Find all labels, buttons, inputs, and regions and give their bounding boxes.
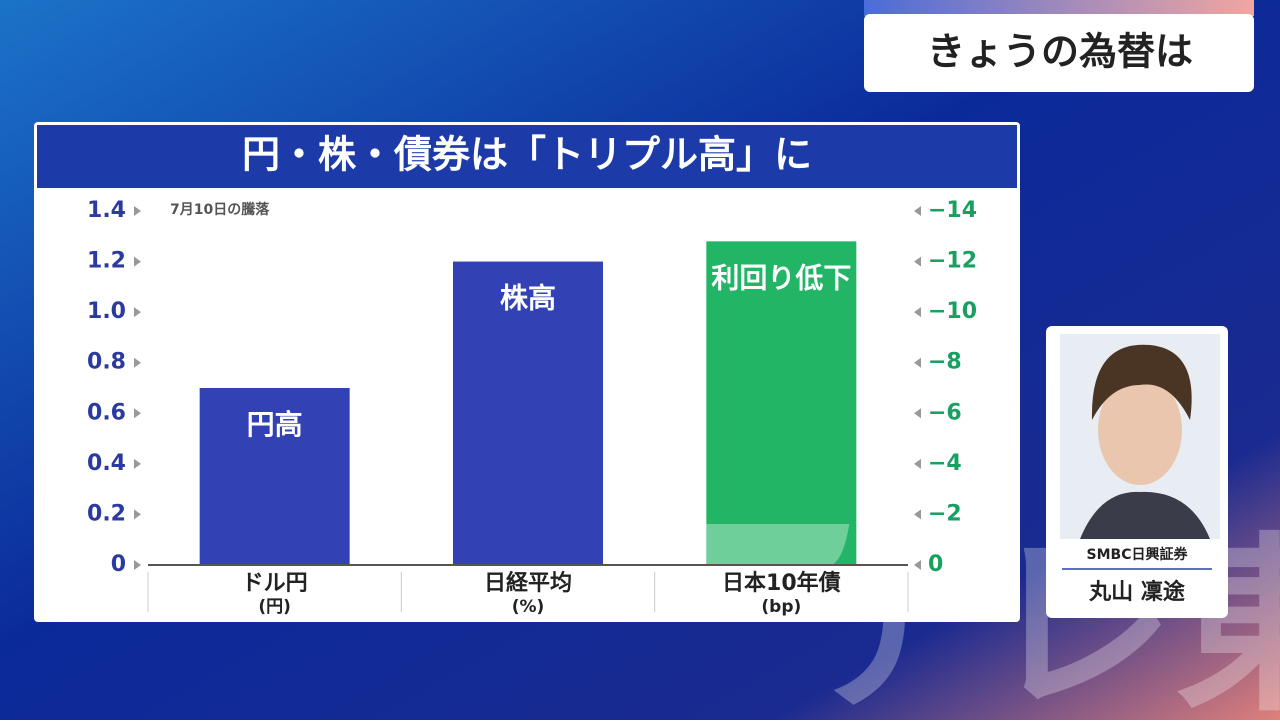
guest-face — [1098, 375, 1182, 485]
x-tick-unit: (bp) — [761, 597, 801, 617]
y-tick — [134, 307, 141, 318]
guest-suit — [1080, 491, 1210, 539]
y2-tick-label: −14 — [928, 198, 977, 223]
y-tick-label: 0.8 — [87, 350, 126, 375]
y-tick — [134, 256, 141, 267]
bar — [706, 241, 857, 566]
bar — [199, 388, 350, 565]
plot: 0 0.2 0.4 0.6 0.8 1.0 1.2 1.4 0 −2 −4 −6 −8 −10 −12 −14… — [87, 198, 977, 617]
y2-tick — [914, 357, 921, 368]
y2-tick-label: 0 — [928, 552, 943, 577]
y2-tick — [914, 206, 921, 216]
header-title: きょうの為替は — [927, 30, 1193, 74]
y2-tick — [914, 256, 921, 267]
y-tick-label: 1.4 — [87, 198, 126, 223]
chart-header — [37, 125, 1017, 188]
bar-highlight — [706, 524, 850, 565]
y2-tick-label: −4 — [928, 451, 962, 476]
x-tick-unit: (%) — [512, 597, 545, 617]
y-tick — [134, 509, 141, 520]
y-tick-label: 0.6 — [87, 400, 126, 425]
y-tick — [134, 206, 141, 216]
bar-label: 円高 — [247, 408, 303, 441]
y-tick — [134, 357, 141, 368]
guest-company: SMBC日興証券 — [1087, 546, 1189, 563]
y2-tick — [914, 560, 921, 570]
chart-subtitle: 7月10日の騰落 — [170, 201, 270, 218]
y2-tick — [914, 408, 921, 419]
x-tick-label: 日本10年債 — [722, 570, 841, 596]
y-tick-label: 0.2 — [87, 501, 126, 526]
y-tick-label: 0 — [111, 552, 126, 577]
guest-hair — [1091, 344, 1192, 420]
y-tick — [134, 560, 141, 570]
header-box — [864, 14, 1254, 92]
bar-label: 株高 — [500, 282, 556, 315]
x-tick-label: 日経平均 — [484, 570, 572, 596]
y-tick — [134, 458, 141, 469]
y2-tick — [914, 307, 921, 318]
y2-tick-label: −12 — [928, 249, 977, 274]
y2-tick-label: −2 — [928, 501, 962, 526]
x-tick-unit: (円) — [258, 597, 291, 617]
y2-tick-label: −6 — [928, 400, 962, 425]
bar — [453, 261, 603, 565]
guest-name: 丸山 凜途 — [1088, 579, 1186, 605]
y-tick-label: 0.4 — [87, 451, 126, 476]
bar-label: 利回り低下 — [711, 261, 851, 294]
y2-tick-label: −10 — [928, 299, 977, 324]
y-tick-label: 1.0 — [87, 299, 126, 324]
y-tick — [134, 408, 141, 419]
y-tick-label: 1.2 — [87, 249, 126, 274]
header-accent — [864, 0, 1254, 16]
y2-tick — [914, 509, 921, 520]
y2-tick — [914, 458, 921, 469]
y2-tick-label: −8 — [928, 350, 962, 375]
x-tick-label: ドル円 — [242, 571, 308, 596]
chart-title: 円・株・債券は「トリプル高」に — [242, 133, 812, 177]
